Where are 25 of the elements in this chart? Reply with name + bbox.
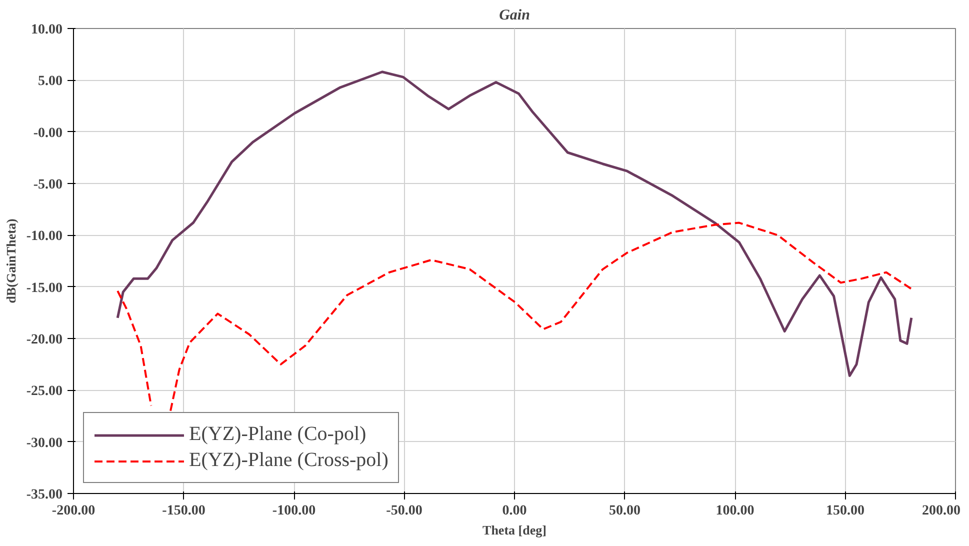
- x-tick-label: 200.00: [922, 504, 960, 518]
- legend-label: E(YZ)-Plane (Cross-pol): [189, 449, 388, 472]
- x-tick-label: -50.00: [386, 504, 422, 518]
- y-tick-label: -35.00: [26, 488, 63, 502]
- x-tick-label: -200.00: [52, 504, 96, 518]
- x-tick-label: 100.00: [716, 504, 754, 518]
- y-tick-label: -25.00: [26, 384, 63, 400]
- y-tick-label: -30.00: [26, 436, 63, 451]
- y-tick-label: -5.00: [33, 178, 63, 192]
- x-tick-label: 50.00: [609, 504, 640, 518]
- legend-label: E(YZ)-Plane (Co-pol): [189, 423, 366, 446]
- y-tick-label: -15.00: [26, 280, 63, 296]
- x-axis-title: Theta [deg]: [482, 522, 546, 538]
- y-tick-label: -10.00: [26, 229, 63, 244]
- x-tick-label: 150.00: [826, 504, 864, 518]
- y-tick-label: 5.00: [38, 74, 62, 90]
- chart-title: Gain: [499, 8, 530, 24]
- y-axis-title: dB(GainTheta): [3, 218, 18, 304]
- y-tick-label: 10.00: [31, 22, 62, 38]
- x-tick-label: -150.00: [162, 504, 206, 518]
- x-tick-label: 0.00: [502, 504, 527, 518]
- x-tick-label: -100.00: [272, 504, 316, 518]
- line-series: [116, 70, 913, 377]
- y-tick-label: -0.00: [33, 126, 63, 141]
- y-tick-label: -20.00: [26, 332, 63, 348]
